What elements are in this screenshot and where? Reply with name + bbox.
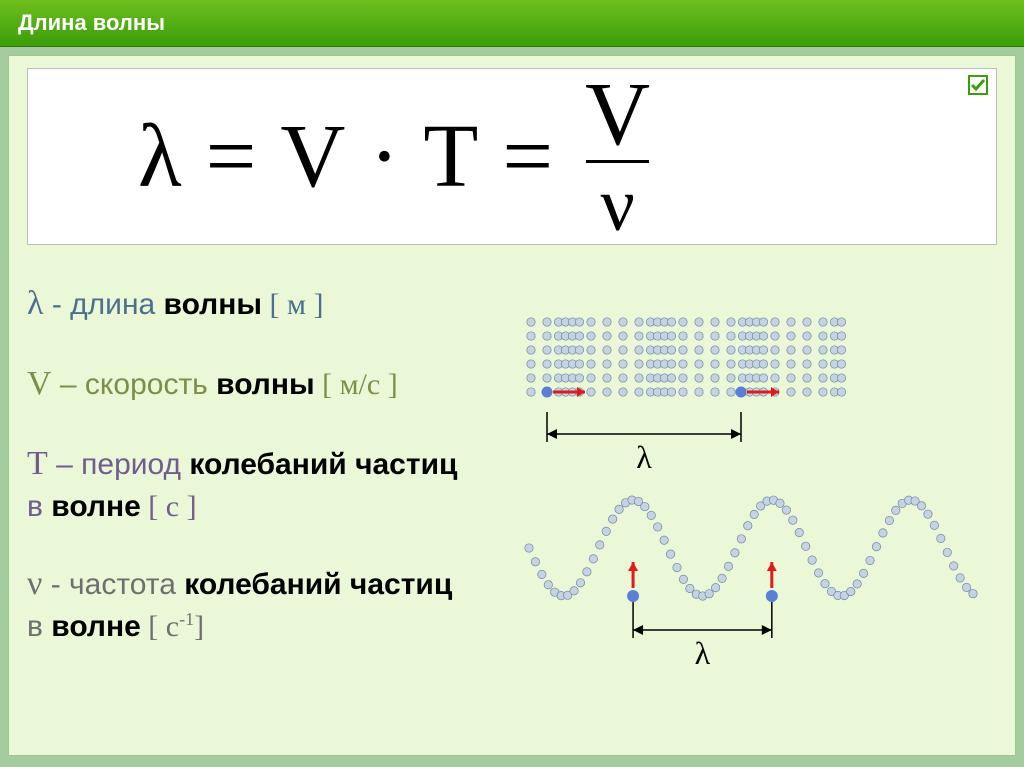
formula-V: V bbox=[280, 112, 345, 202]
svg-text:λ: λ bbox=[636, 439, 652, 475]
formula-fraction: V ν bbox=[577, 72, 658, 241]
sym-lambda: λ bbox=[27, 285, 44, 322]
transverse-wave-diagram: λ bbox=[521, 488, 991, 668]
sym-T: T bbox=[27, 445, 48, 482]
svg-text:λ: λ bbox=[695, 635, 711, 671]
formula-lhs: λ bbox=[138, 112, 182, 202]
sym-v: V bbox=[27, 365, 52, 402]
formula-eq1: = bbox=[206, 112, 257, 202]
wavelength-formula: λ = V · T = V ν bbox=[138, 72, 658, 241]
formula-T: T bbox=[423, 112, 478, 202]
formula-eq2: = bbox=[502, 112, 553, 202]
content-panel: λ = V · T = V ν λ - длина волны [ м ] V … bbox=[8, 55, 1016, 756]
check-icon bbox=[968, 75, 988, 95]
formula-dot: · bbox=[369, 112, 399, 202]
diagram-area: λ λ bbox=[521, 316, 991, 668]
formula-box: λ = V · T = V ν bbox=[27, 68, 997, 245]
page-title: Длина волны bbox=[18, 10, 165, 35]
fraction-numerator: V bbox=[577, 72, 658, 160]
fraction-denominator: ν bbox=[586, 160, 648, 241]
longitudinal-wave-diagram: λ bbox=[521, 316, 991, 466]
sym-nu: ν bbox=[27, 565, 42, 602]
header-bar: Длина волны bbox=[0, 0, 1024, 47]
